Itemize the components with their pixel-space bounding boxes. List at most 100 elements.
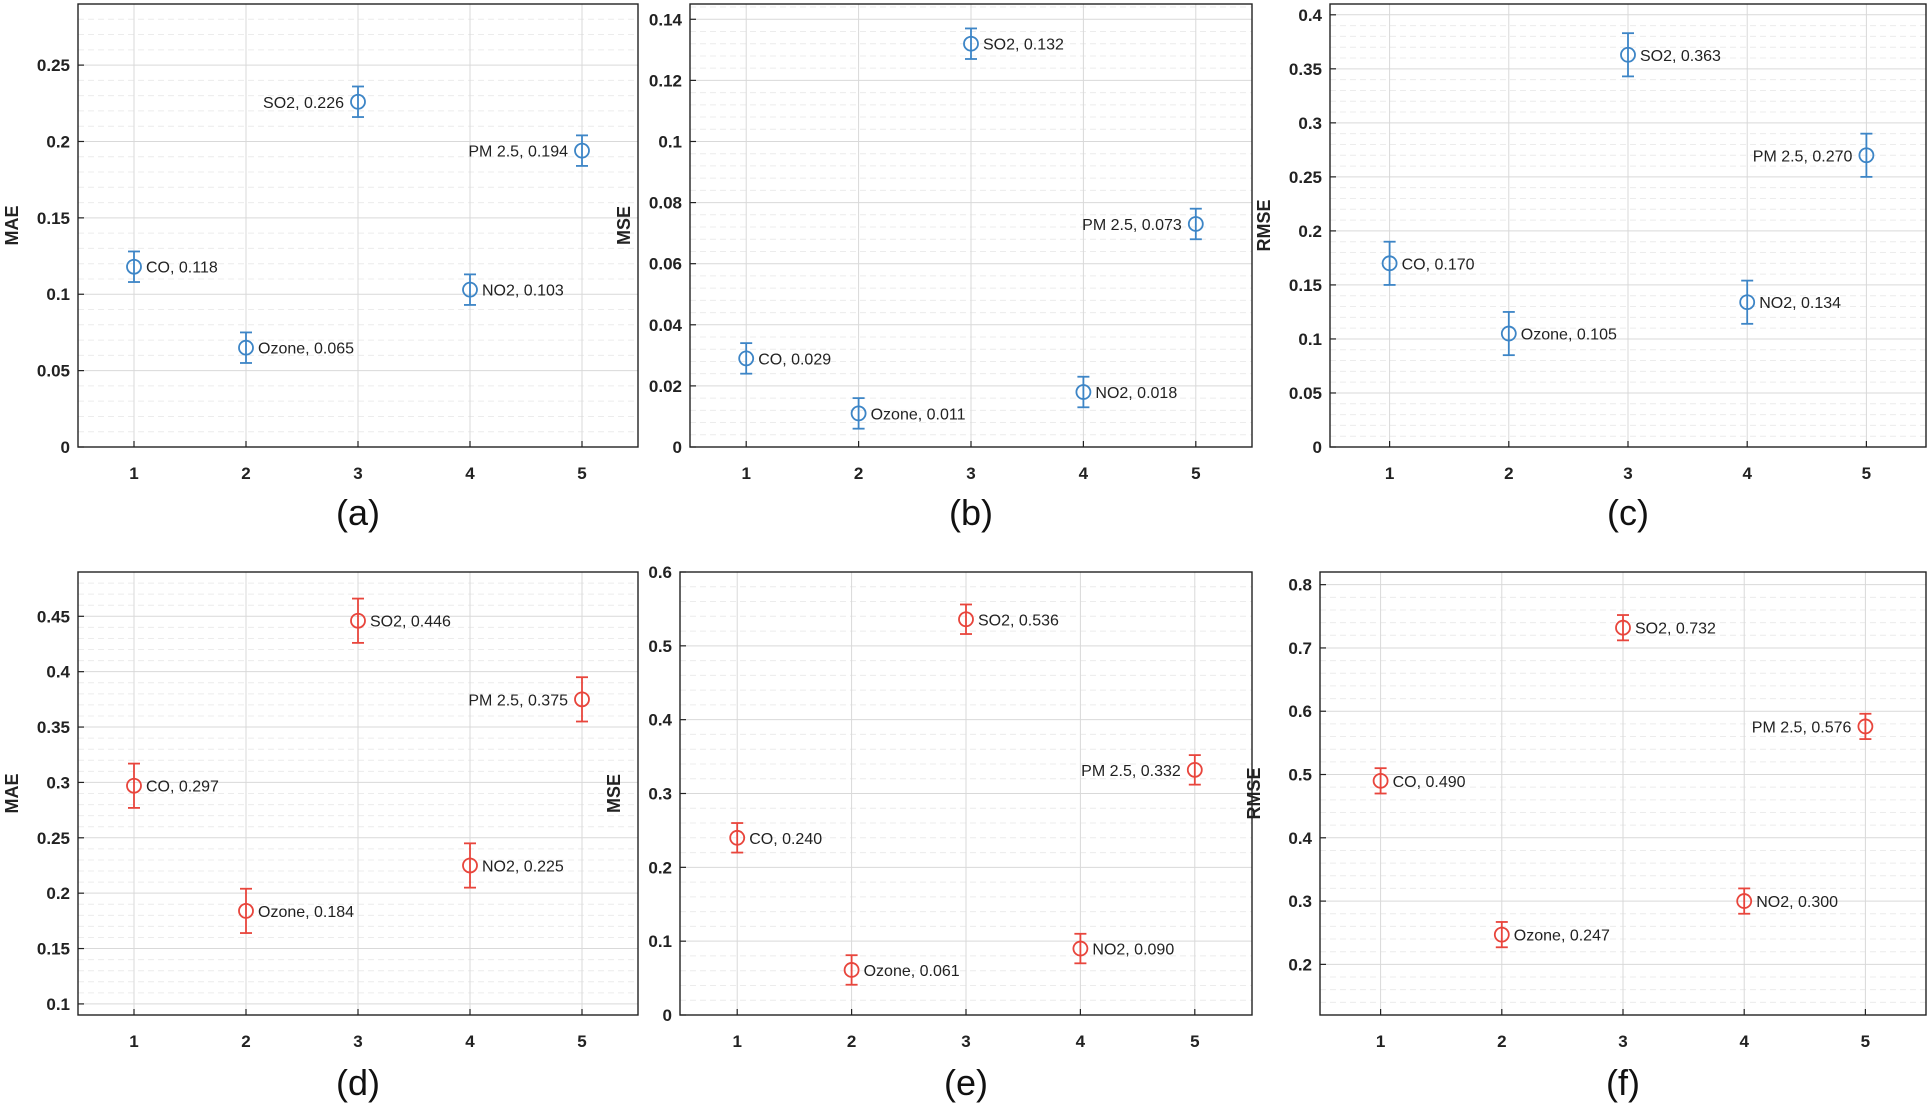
- data-label: CO, 0.118: [146, 260, 218, 277]
- y-tick-label: 0.2: [1288, 955, 1312, 974]
- y-tick-label: 0.4: [46, 663, 70, 682]
- y-tick-label: 0.06: [649, 255, 682, 274]
- data-point: [1381, 255, 1398, 272]
- error-bar: [576, 676, 588, 723]
- error-bar: [128, 762, 140, 809]
- axes-frame: [689, 3, 1253, 448]
- data-point: [729, 829, 746, 846]
- panel-caption: (c): [1607, 492, 1649, 533]
- data-point: [574, 691, 590, 708]
- axes-frame: [679, 571, 1253, 1016]
- y-tick-label: 0.35: [37, 718, 70, 737]
- panel-f: 0.2 0.3 0.4 0.5 0.6 0.7 0.8 1 2 3 4 5 RMSE (f) CO, 0.4…: [1244, 571, 1927, 1103]
- data-point: [1858, 147, 1875, 164]
- data-point: [1186, 761, 1203, 778]
- data-label: SO2, 0.226: [263, 95, 344, 112]
- data-point: [1620, 46, 1636, 63]
- y-tick-label: 0.3: [648, 785, 672, 804]
- y-tick-label: 0.1: [1298, 330, 1322, 349]
- data-label: NO2, 0.134: [1759, 295, 1841, 312]
- data-label: NO2, 0.300: [1756, 894, 1838, 911]
- panel-caption: (a): [336, 492, 380, 533]
- y-tick-label: 0.5: [1288, 766, 1312, 785]
- error-bar: [845, 954, 858, 986]
- y-tick-label: 0.4: [1288, 829, 1312, 848]
- data-point: [1857, 718, 1874, 735]
- data-label: CO, 0.297: [146, 779, 219, 796]
- error-bar: [1077, 375, 1090, 409]
- error-bar: [960, 603, 972, 635]
- y-tick-label: 0.1: [658, 132, 682, 151]
- axes-frame: [1319, 571, 1927, 1016]
- y-axis-title: MAE: [2, 774, 22, 814]
- y-tick-label: 0.25: [1289, 168, 1322, 187]
- x-tick-label: 2: [1497, 1032, 1506, 1051]
- y-axis-title: RMSE: [1244, 767, 1264, 819]
- axes-frame: [1329, 3, 1927, 448]
- data-point: [1739, 294, 1756, 311]
- y-tick-label: 0.8: [1288, 576, 1312, 595]
- data-point: [238, 902, 254, 919]
- panel-d: 0.1 0.15 0.2 0.25 0.3 0.35 0.4 0.45 1 2 3 4 5 MAE (d) C…: [2, 571, 639, 1103]
- data-label: NO2, 0.103: [482, 283, 564, 300]
- y-tick-label: 0.2: [648, 858, 672, 877]
- error-bar: [464, 273, 476, 306]
- data-point: [462, 857, 478, 874]
- panel-a: 0 0.05 0.1 0.15 0.2 0.25 1 2 3 4 5 MAE (a) CO, 0.118 O…: [2, 3, 639, 533]
- x-tick-label: 1: [1376, 1032, 1385, 1051]
- y-tick-label: 0.4: [1298, 6, 1322, 25]
- data-label: Ozone, 0.105: [1521, 327, 1617, 344]
- error-bar: [352, 85, 364, 118]
- error-bar: [240, 887, 252, 934]
- y-tick-label: 0: [61, 438, 70, 457]
- data-point: [1187, 216, 1204, 232]
- data-point: [958, 611, 974, 628]
- y-axis-title: MSE: [614, 206, 634, 245]
- y-tick-label: 0: [673, 438, 682, 457]
- y-tick-label: 0.6: [648, 563, 672, 582]
- error-bar: [352, 597, 364, 644]
- error-bar: [740, 342, 753, 375]
- panel-caption: (d): [336, 1062, 380, 1103]
- error-bar: [464, 842, 476, 889]
- panel-caption: (b): [949, 492, 993, 533]
- error-bar: [1622, 32, 1634, 78]
- data-point: [350, 612, 366, 629]
- x-tick-label: 4: [1742, 464, 1752, 483]
- y-tick-label: 0.2: [1298, 222, 1322, 241]
- data-label: NO2, 0.090: [1092, 942, 1174, 959]
- data-label: Ozone, 0.061: [864, 963, 960, 980]
- x-tick-label: 2: [241, 1032, 250, 1051]
- y-tick-label: 0.2: [46, 884, 70, 903]
- data-label: Ozone, 0.184: [258, 904, 354, 921]
- data-label: NO2, 0.225: [482, 858, 564, 875]
- y-tick-label: 0.5: [648, 637, 672, 656]
- panel-caption: (e): [944, 1062, 988, 1103]
- data-label: CO, 0.170: [1402, 256, 1475, 273]
- data-label: CO, 0.029: [758, 351, 831, 368]
- data-label: SO2, 0.132: [983, 37, 1064, 54]
- data-label: PM 2.5, 0.270: [1753, 148, 1853, 165]
- error-bar: [128, 250, 140, 283]
- x-tick-label: 3: [1618, 1032, 1627, 1051]
- y-tick-label: 0.05: [1289, 384, 1322, 403]
- data-point: [1072, 940, 1089, 957]
- error-bar: [965, 27, 977, 60]
- y-tick-label: 0.05: [37, 362, 70, 381]
- y-tick-label: 0.14: [649, 10, 683, 29]
- y-tick-label: 0.1: [46, 995, 70, 1014]
- error-bar: [1383, 240, 1396, 286]
- y-tick-label: 0.25: [37, 829, 70, 848]
- x-tick-label: 1: [129, 464, 138, 483]
- data-label: Ozone, 0.011: [871, 406, 966, 423]
- error-bar: [1502, 311, 1515, 357]
- data-label: NO2, 0.018: [1095, 385, 1177, 402]
- data-label: Ozone, 0.065: [258, 341, 354, 358]
- data-point: [1500, 325, 1517, 342]
- error-bar: [852, 397, 865, 430]
- error-bar: [1617, 614, 1629, 642]
- data-point: [843, 962, 860, 978]
- x-tick-label: 5: [1190, 1032, 1199, 1051]
- error-bar: [240, 331, 252, 364]
